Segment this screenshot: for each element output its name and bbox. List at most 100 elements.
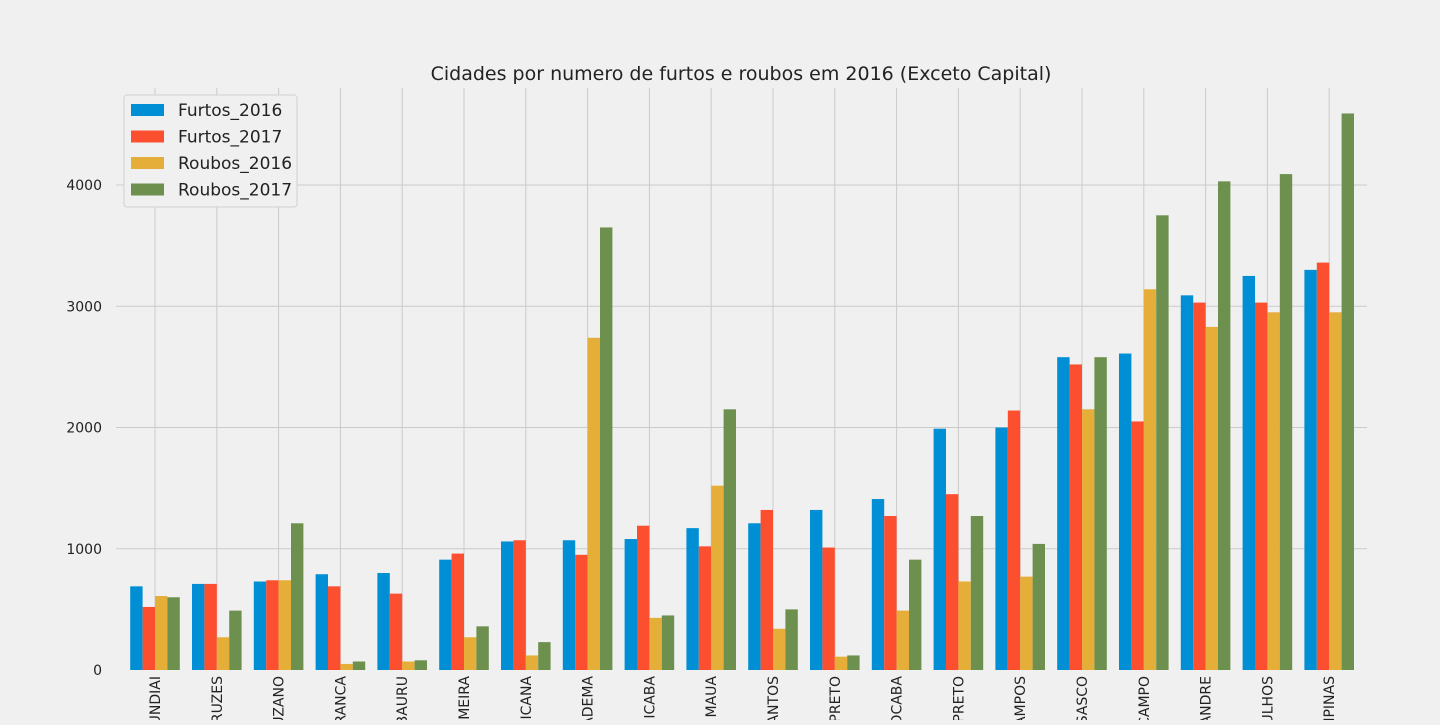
bar-furtos-2017 <box>575 554 588 670</box>
y-tick-label: 2000 <box>66 421 102 437</box>
bar-furtos-2016 <box>1119 353 1132 670</box>
bar-furtos-2016 <box>130 586 143 670</box>
bar-furtos-2017 <box>884 516 897 670</box>
bar-roubos-2017 <box>909 559 922 670</box>
bar-furtos-2017 <box>328 586 341 670</box>
chart-title: Cidades por numero de furtos e roubos em… <box>431 63 1052 85</box>
bar-furtos-2016 <box>1242 275 1255 670</box>
bar-roubos-2016 <box>1082 409 1095 670</box>
y-tick-label: 1000 <box>66 542 102 558</box>
bar-roubos-2016 <box>834 656 848 670</box>
bar-furtos-2016 <box>624 539 637 670</box>
bar-roubos-2017 <box>847 655 860 670</box>
x-tick-label: RANCA <box>333 676 349 720</box>
bar-roubos-2017 <box>1032 543 1045 670</box>
bar-roubos-2016 <box>958 581 971 670</box>
bar-furtos-2017 <box>204 583 217 670</box>
bar-roubos-2017 <box>661 615 675 670</box>
bar-furtos-2017 <box>142 606 155 670</box>
bar-roubos-2017 <box>538 642 551 670</box>
bar-roubos-2016 <box>525 655 539 670</box>
bar-furtos-2016 <box>1057 357 1070 670</box>
bar-roubos-2016 <box>1329 312 1342 670</box>
x-tick-label: PRETO <box>951 676 967 720</box>
bar-roubos-2017 <box>414 660 427 670</box>
legend: Furtos_2016 Furtos_2017 Roubos_2016 Roubos_… <box>123 94 298 208</box>
x-tick-label: ULHOS <box>1260 676 1276 720</box>
bar-roubos-2016 <box>587 337 600 670</box>
legend-swatch <box>131 183 164 196</box>
bar-roubos-2016 <box>649 617 662 670</box>
legend-label: Roubos_2016 <box>178 154 292 174</box>
x-tick-label: ADEMA <box>581 676 597 720</box>
bar-roubos-2016 <box>155 596 168 670</box>
y-tick-labels: 0 1000 2000 3000 4000 <box>66 178 102 679</box>
x-tick-label: ICABA <box>642 676 658 719</box>
x-tick-label: ANDRE <box>1199 676 1215 720</box>
x-tick-label: MEIRA <box>457 676 473 720</box>
bar-roubos-2016 <box>402 661 415 670</box>
bar-roubos-2017 <box>723 409 736 670</box>
bar-furtos-2017 <box>1316 262 1330 670</box>
legend-label: Furtos_2016 <box>178 101 282 121</box>
bar-furtos-2016 <box>192 583 205 670</box>
bar-furtos-2016 <box>933 428 946 670</box>
x-tick-label: OCABA <box>890 676 906 720</box>
legend-label: Furtos_2017 <box>178 128 282 148</box>
bar-roubos-2016 <box>896 610 909 670</box>
bar-furtos-2016 <box>686 528 699 670</box>
y-tick-label: 4000 <box>66 178 102 194</box>
bar-roubos-2017 <box>229 610 242 670</box>
bar-furtos-2016 <box>748 523 761 670</box>
bar-furtos-2017 <box>1007 410 1021 670</box>
legend-swatch <box>131 104 164 116</box>
x-tick-labels: UNDIAI RUZES UZANO RANCA BAURU MEIRA ICANA ADEM… <box>148 676 1338 725</box>
y-tick-label: 3000 <box>66 299 102 315</box>
bar-furtos-2017 <box>1131 421 1144 670</box>
x-tick-label: SASCO <box>1075 676 1091 720</box>
bar-roubos-2017 <box>970 516 984 670</box>
x-tick-label: ICANA <box>519 676 535 720</box>
bar-roubos-2017 <box>291 523 304 670</box>
bars <box>130 113 1354 671</box>
bar-roubos-2016 <box>464 637 477 670</box>
bar-roubos-2017 <box>1279 174 1293 670</box>
bar-furtos-2016 <box>810 509 823 670</box>
bar-roubos-2017 <box>600 227 613 670</box>
bar-roubos-2017 <box>1341 113 1354 670</box>
bar-furtos-2016 <box>253 581 267 670</box>
bar-furtos-2017 <box>266 580 279 670</box>
bar-furtos-2017 <box>389 593 403 670</box>
bar-roubos-2017 <box>1094 357 1107 670</box>
legend-swatch <box>131 130 164 143</box>
bar-roubos-2016 <box>1020 576 1033 670</box>
x-tick-label: BAURU <box>395 676 411 720</box>
bar-furtos-2017 <box>1069 364 1082 670</box>
plot-area <box>116 88 1367 670</box>
bar-furtos-2017 <box>1193 302 1206 670</box>
x-tick-label: MPINAS <box>1322 676 1338 720</box>
bar-furtos-2016 <box>315 574 328 670</box>
bar-furtos-2016 <box>1180 295 1194 670</box>
legend-box <box>123 94 298 208</box>
x-tick-label: CAMPO <box>1137 676 1153 720</box>
bar-roubos-2017 <box>352 661 366 670</box>
bar-furtos-2016 <box>377 573 390 670</box>
x-tick-label: ANTOS <box>766 676 782 720</box>
bar-furtos-2017 <box>946 494 959 670</box>
bar-roubos-2016 <box>216 637 230 670</box>
legend-swatch <box>131 157 164 169</box>
x-tick-label: UNDIAI <box>148 676 164 720</box>
bar-furtos-2017 <box>822 547 835 670</box>
x-tick-label: MAUA <box>704 676 720 718</box>
legend-label: Roubos_2017 <box>178 181 292 201</box>
bar-roubos-2017 <box>167 597 180 670</box>
bar-furtos-2017 <box>698 546 712 670</box>
bar-roubos-2017 <box>1156 215 1169 670</box>
bar-roubos-2016 <box>1205 326 1218 670</box>
bar-roubos-2016 <box>711 485 724 670</box>
bar-roubos-2017 <box>1218 181 1231 671</box>
bar-furtos-2017 <box>1255 302 1268 670</box>
